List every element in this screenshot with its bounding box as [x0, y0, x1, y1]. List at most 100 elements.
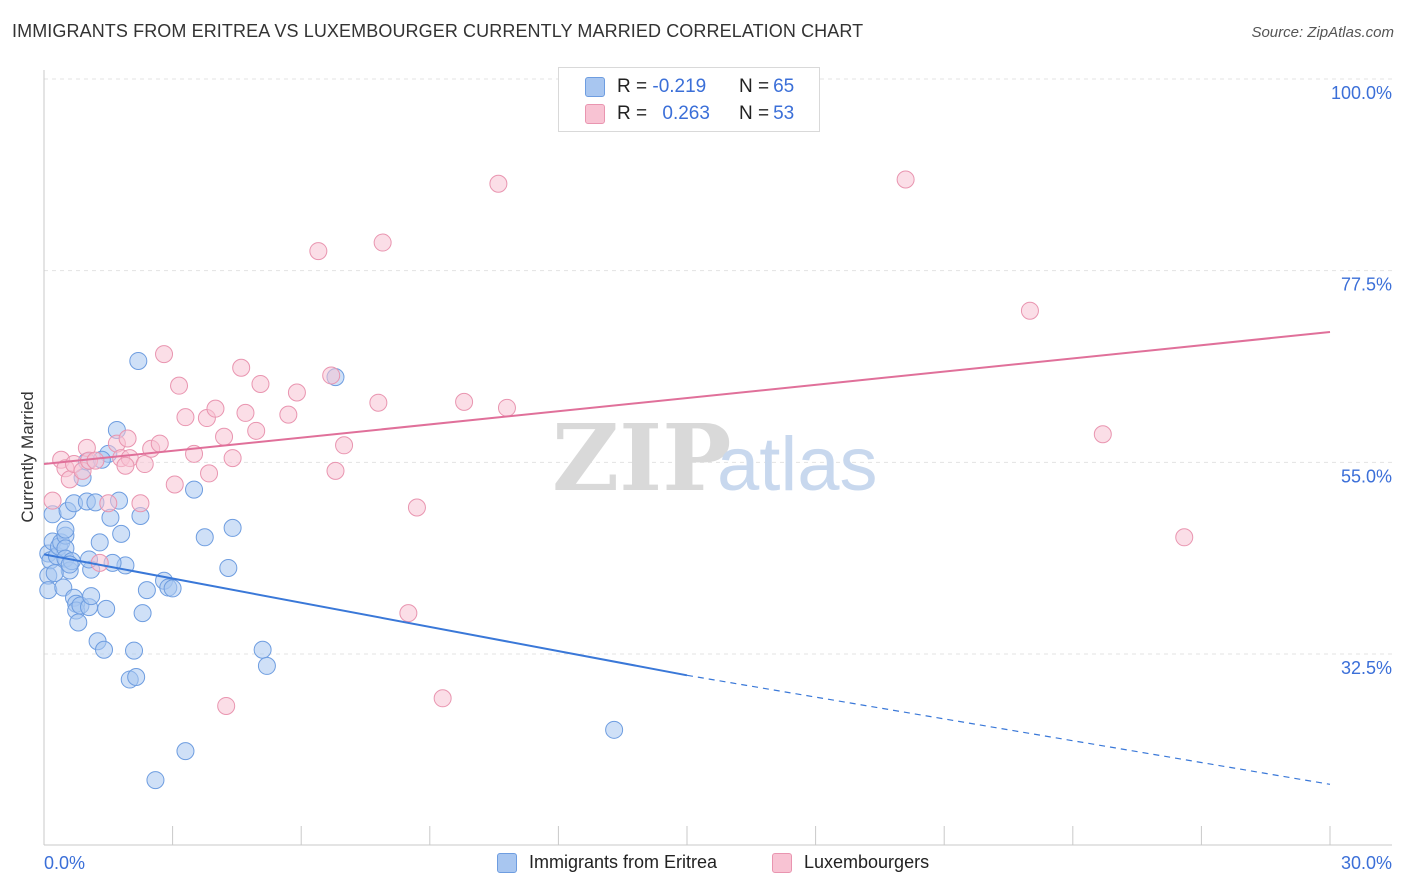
- series-legend-eritrea[interactable]: Immigrants from Eritrea: [497, 852, 717, 873]
- legend-r-value: -0.219: [652, 76, 707, 97]
- luxembourger-point: [279, 405, 298, 424]
- luxembourger-point: [86, 451, 105, 470]
- axes: [43, 70, 1392, 846]
- luxembourger-point: [116, 456, 135, 475]
- chart-title: IMMIGRANTS FROM ERITREA VS LUXEMBOURGER …: [12, 21, 864, 41]
- data-points: [39, 170, 1194, 790]
- luxembourger-point: [489, 174, 508, 193]
- luxembourger-point: [200, 464, 219, 483]
- y-tick-label: 77.5%: [1341, 275, 1392, 295]
- luxembourger-point: [43, 491, 62, 510]
- series-swatch-luxembourgers: [772, 852, 792, 873]
- luxembourger-point: [497, 398, 516, 417]
- legend-r-label: R =: [617, 103, 653, 124]
- eritrea-point: [133, 604, 152, 623]
- legend-r-eritrea: R = -0.219: [617, 76, 739, 98]
- watermark-atlas: atlas: [717, 422, 878, 507]
- luxembourger-point: [455, 392, 474, 411]
- legend-swatch-eritrea: [585, 77, 605, 97]
- legend-row-eritrea: R = -0.219 N = 65: [585, 75, 794, 99]
- y-tick-label: 32.5%: [1341, 658, 1392, 678]
- luxembourger-point: [1175, 528, 1194, 547]
- eritrea-point: [176, 742, 195, 761]
- luxembourger-point: [407, 498, 426, 517]
- series-swatch-eritrea: [497, 852, 517, 873]
- luxembourger-point: [118, 429, 137, 448]
- luxembourger-point: [399, 604, 418, 623]
- luxembourger-point: [433, 689, 452, 708]
- luxembourger-point: [287, 383, 306, 402]
- luxembourger-point: [99, 494, 118, 513]
- legend-row-luxembourgers: R = 0.263 N = 53: [585, 102, 794, 126]
- legend-n-label: N =: [739, 103, 770, 124]
- legend-n-value: 53: [773, 103, 795, 124]
- watermark: ZIP atlas: [552, 404, 878, 512]
- eritrea-point: [56, 520, 75, 539]
- y-tick-label: 55.0%: [1341, 466, 1392, 486]
- legend-n-value: 65: [773, 76, 795, 97]
- legend-r-label: R =: [617, 76, 653, 97]
- luxembourger-point: [165, 475, 184, 494]
- y-tick-label: 100.0%: [1331, 83, 1392, 103]
- luxembourger-point: [309, 242, 328, 261]
- luxembourger-point: [326, 461, 345, 480]
- eritrea-point: [69, 613, 88, 632]
- luxembourger-point: [232, 358, 251, 377]
- eritrea-point: [146, 771, 165, 790]
- axis-labels: 32.5% 55.0% 77.5% 100.0% 0.0% 30.0% Currently …: [18, 83, 1392, 873]
- eritrea-point: [219, 558, 238, 577]
- legend-r-value: 0.263: [662, 103, 710, 124]
- series-label-eritrea: Immigrants from Eritrea: [529, 852, 718, 872]
- luxembourger-point: [206, 399, 225, 418]
- series-legend-luxembourgers[interactable]: Luxembourgers: [772, 852, 929, 873]
- luxembourger-point: [131, 494, 150, 513]
- eritrea-point: [112, 524, 131, 543]
- luxembourger-point: [150, 434, 169, 453]
- series-legend: Immigrants from Eritrea Luxembourgers: [0, 852, 1406, 878]
- luxembourger-point: [215, 427, 234, 446]
- eritrea-point: [223, 518, 242, 537]
- luxembourger-point: [896, 170, 915, 189]
- eritrea-point: [97, 599, 116, 618]
- x-tick-label: 0.0%: [44, 853, 85, 873]
- eritrea-point: [163, 579, 182, 598]
- luxembourger-point: [176, 408, 195, 427]
- eritrea-point: [257, 656, 276, 675]
- eritrea-point: [129, 351, 148, 370]
- legend-r-luxembourgers: R = 0.263: [617, 103, 739, 125]
- eritrea-point: [45, 564, 64, 583]
- eritrea-point: [95, 640, 114, 659]
- luxembourger-point: [155, 345, 174, 364]
- luxembourger-point: [369, 393, 388, 412]
- luxembourger-point: [251, 374, 270, 393]
- luxembourger-point: [1020, 301, 1039, 320]
- eritrea-point: [195, 528, 214, 547]
- eritrea-point: [90, 533, 109, 552]
- luxembourger-point: [335, 436, 354, 455]
- trend-lines: [43, 331, 1331, 785]
- luxembourger-point: [373, 233, 392, 252]
- luxembourger-point: [236, 403, 255, 422]
- x-tick-label: 30.0%: [1341, 853, 1392, 873]
- eritrea-point: [125, 641, 144, 660]
- legend-swatch-luxembourgers: [585, 104, 605, 124]
- y-axis-title: Currently Married: [18, 391, 37, 522]
- series-label-luxembourgers: Luxembourgers: [804, 852, 930, 872]
- eritrea-point: [137, 581, 156, 600]
- luxembourger-point: [217, 696, 236, 715]
- eritrea-point: [605, 720, 624, 739]
- luxembourger-point: [135, 455, 154, 474]
- luxembourger-point: [322, 366, 341, 385]
- luxembourger-point: [223, 449, 242, 468]
- chart-source: Source: ZipAtlas.com: [1251, 24, 1394, 41]
- eritrea-point: [253, 640, 272, 659]
- eritrea-trend-extrapolation: [686, 674, 1331, 785]
- eritrea-point: [127, 668, 146, 686]
- luxembourger-trend-line: [43, 331, 1331, 466]
- eritrea-trend-line: [43, 553, 688, 677]
- eritrea-point: [82, 587, 101, 606]
- watermark-zip: ZIP: [552, 404, 731, 512]
- eritrea-point: [39, 581, 58, 600]
- luxembourger-point: [1093, 425, 1112, 444]
